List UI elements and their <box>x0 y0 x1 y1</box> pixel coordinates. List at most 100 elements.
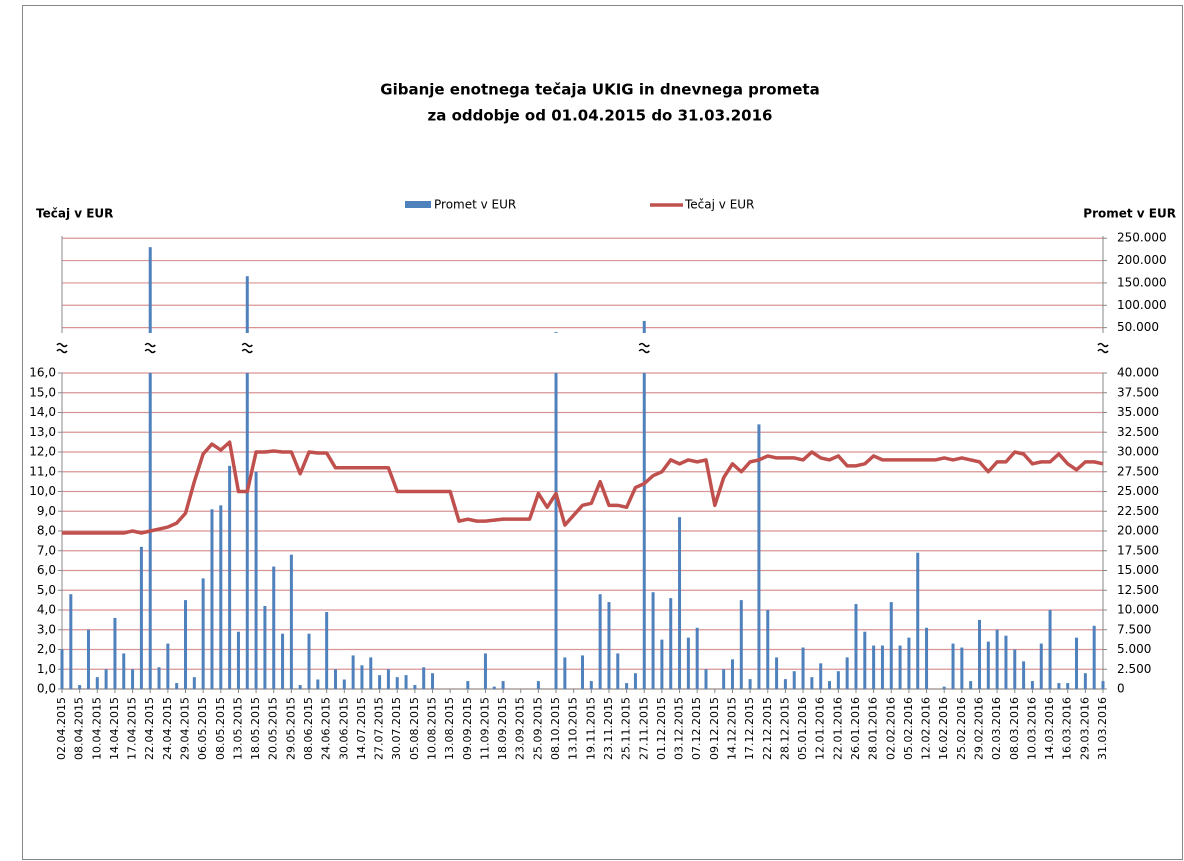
x-tick-label: 08.05.2015 <box>214 697 227 760</box>
bar <box>139 546 143 689</box>
axis-break <box>144 348 156 354</box>
y2-tick-label: 12.500 <box>1117 583 1159 597</box>
bar <box>351 655 355 689</box>
bar <box>289 554 293 689</box>
x-tick-label: 14.12.2015 <box>725 697 738 760</box>
bar <box>563 657 567 689</box>
x-tick-label: 08.06.2015 <box>302 697 315 760</box>
bar <box>880 645 884 689</box>
bar <box>254 471 258 689</box>
bar <box>378 675 382 689</box>
y-tick-label: 6,0 <box>37 563 56 577</box>
axis-break <box>56 342 68 348</box>
line <box>62 440 1104 535</box>
x-tick-label: 05.01.2016 <box>796 697 809 760</box>
bar <box>828 681 832 689</box>
y-tick-label: 11,0 <box>29 464 56 478</box>
bar <box>678 517 682 689</box>
bar <box>307 633 311 689</box>
y2-axis-label: Promet v EUR <box>1083 207 1176 221</box>
axis-break <box>638 342 650 348</box>
bar <box>977 619 981 689</box>
x-tick-label: 05.02.2016 <box>902 697 915 760</box>
bar <box>201 578 205 689</box>
x-tick-label: 25.11.2015 <box>620 697 633 760</box>
y-tick-label: 9,0 <box>37 504 56 518</box>
bar <box>872 645 876 689</box>
bar <box>845 657 849 689</box>
bar <box>766 610 770 689</box>
x-tick-label: 02.02.2016 <box>884 697 897 760</box>
x-tick-label: 25.09.2015 <box>531 697 544 760</box>
x-tick-label: 18.09.2015 <box>496 697 509 760</box>
bar <box>316 679 320 689</box>
bar <box>210 509 214 689</box>
bar <box>889 602 893 689</box>
x-tick-label: 29.04.2015 <box>179 697 192 760</box>
x-tick-label: 10.08.2015 <box>426 697 439 760</box>
bar <box>581 655 584 689</box>
x-tick-label: 14.04.2015 <box>108 697 121 760</box>
x-tick-label: 09.09.2015 <box>461 697 474 760</box>
bar <box>148 247 152 333</box>
bar <box>1057 683 1061 689</box>
bar <box>660 639 664 689</box>
y-tick-label: 0,0 <box>37 682 56 696</box>
x-tick-label: 10.04.2015 <box>90 697 103 760</box>
x-tick-label: 28.01.2016 <box>867 697 880 760</box>
bar <box>104 669 108 689</box>
x-tick-label: 22.01.2016 <box>831 697 844 760</box>
y2-tick-label: 50.000 <box>1117 320 1159 334</box>
bar <box>263 606 267 689</box>
bar <box>792 671 796 689</box>
bar <box>184 600 188 689</box>
axis-break <box>56 348 68 354</box>
bar <box>598 594 602 689</box>
bar <box>1092 625 1096 689</box>
x-tick-label: 26.01.2016 <box>849 697 862 760</box>
bar <box>925 627 929 689</box>
bar <box>281 633 285 689</box>
bar <box>386 669 390 689</box>
y-tick-label: 16,0 <box>29 366 56 380</box>
legend-label: Promet v EUR <box>434 198 516 212</box>
x-tick-label: 13.10.2015 <box>567 697 580 760</box>
bar <box>642 373 646 689</box>
bar <box>704 669 708 689</box>
x-tick-label: 10.03.2016 <box>1025 697 1038 760</box>
bar <box>192 677 196 689</box>
axis-break <box>144 342 156 348</box>
bar <box>245 276 249 333</box>
bar <box>60 649 64 689</box>
x-tick-label: 19.11.2015 <box>584 697 597 760</box>
bar <box>122 653 126 689</box>
bar <box>819 663 823 689</box>
bar <box>86 629 90 689</box>
y2-tick-label: 25.000 <box>1117 484 1159 498</box>
bar <box>95 677 99 689</box>
bar <box>360 665 364 689</box>
y2-tick-label: 5.000 <box>1117 642 1151 656</box>
y-tick-label: 10,0 <box>29 484 56 498</box>
y-tick-label: 14,0 <box>29 405 56 419</box>
bar <box>69 594 73 689</box>
y2-tick-label: 22.500 <box>1117 504 1159 518</box>
y2-tick-label: 17.500 <box>1117 543 1159 557</box>
bar <box>272 566 276 689</box>
y-axis-label: Tečaj v EUR <box>36 207 113 221</box>
y-tick-label: 4,0 <box>37 603 56 617</box>
x-tick-label: 05.08.2015 <box>408 697 421 760</box>
y2-tick-label: 35.000 <box>1117 405 1159 419</box>
bar <box>501 681 505 689</box>
bar <box>801 647 805 689</box>
y2-tick-label: 37.500 <box>1117 385 1159 399</box>
bar <box>775 657 779 689</box>
bar <box>722 669 726 689</box>
bar <box>157 667 161 689</box>
y2-tick-label: 200.000 <box>1117 253 1167 267</box>
x-tick-label: 01.12.2015 <box>655 697 668 760</box>
bar <box>175 683 179 689</box>
y-tick-label: 2,0 <box>37 642 56 656</box>
y2-tick-label: 100.000 <box>1117 298 1167 312</box>
y2-tick-label: 32.500 <box>1117 425 1159 439</box>
